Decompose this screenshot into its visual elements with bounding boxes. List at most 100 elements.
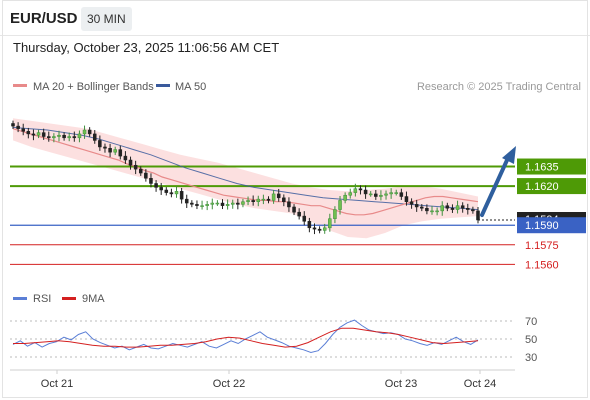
candle-body	[460, 205, 465, 209]
candle	[476, 206, 480, 224]
candle-body	[476, 210, 480, 221]
candle	[184, 194, 189, 208]
candle	[128, 156, 133, 170]
candle-body	[57, 134, 61, 137]
candle-body	[328, 218, 332, 229]
header-separator	[0, 35, 590, 36]
candle	[266, 196, 271, 204]
candle-body	[159, 187, 163, 191]
candle-body	[302, 215, 307, 222]
symbol-title: EUR/USD	[10, 10, 78, 27]
candle	[276, 188, 281, 202]
candle	[322, 223, 327, 234]
timestamp: Thursday, October 23, 2025 11:06:56 AM C…	[13, 40, 280, 55]
moving-averages	[12, 126, 479, 216]
candle	[36, 129, 41, 139]
candle	[409, 198, 414, 209]
candle	[215, 200, 220, 206]
candle	[236, 198, 240, 210]
level-label-1.1590: 1.1590	[517, 217, 586, 234]
candle	[159, 182, 163, 195]
candle	[471, 206, 475, 214]
candle	[72, 131, 77, 142]
rsi-ma-legend-label: 9MA	[82, 293, 105, 305]
price-levels	[10, 165, 515, 265]
ma20-legend-swatch	[13, 84, 27, 87]
candle	[26, 127, 31, 139]
candle-body	[31, 133, 36, 136]
candle-body	[307, 221, 312, 229]
candle	[123, 151, 128, 164]
candle	[445, 202, 450, 212]
candle	[307, 217, 312, 233]
candle-body	[118, 149, 123, 157]
candle-body	[425, 208, 429, 212]
candle-body	[343, 194, 347, 201]
candle	[246, 196, 250, 206]
candle	[292, 204, 296, 216]
candle-body	[16, 125, 20, 129]
candle-body	[420, 206, 424, 209]
level-label-1.1575: 1.1575	[525, 240, 559, 252]
level-label-text: 1.1620	[525, 181, 559, 193]
candle-body	[435, 210, 439, 213]
candle	[220, 199, 225, 210]
candle	[394, 189, 399, 196]
candle-body	[47, 136, 51, 139]
candle-body	[384, 193, 388, 196]
candle	[57, 130, 61, 142]
candle	[205, 200, 209, 211]
x-tick-label: Oct 24	[464, 378, 496, 390]
candle-body	[190, 202, 194, 205]
candle-body	[52, 136, 56, 139]
candle-body	[348, 192, 353, 196]
candle	[179, 187, 184, 204]
candle	[297, 208, 301, 220]
candle-body	[363, 189, 368, 195]
x-tick-label: Oct 21	[41, 378, 73, 390]
candle-body	[399, 192, 404, 197]
candle	[164, 187, 169, 196]
candle-body	[62, 134, 66, 139]
ma50-legend-label: MA 50	[175, 81, 206, 93]
candle	[261, 194, 266, 205]
credit-text: Research © 2025 Trading Central	[417, 81, 581, 93]
candle-body	[236, 202, 240, 205]
candle	[450, 204, 455, 213]
candle	[67, 132, 71, 142]
candle	[363, 185, 368, 199]
candle-body	[128, 159, 133, 166]
timeframe-badge[interactable]: 30 MIN	[81, 7, 132, 31]
level-label-1.1620: 1.1620	[517, 178, 586, 195]
candle	[358, 185, 363, 195]
candle	[414, 199, 419, 212]
rsi-gridlines: 70 50 30	[10, 316, 537, 364]
candles	[11, 120, 480, 235]
level-label-box	[517, 158, 586, 175]
candle-body	[103, 146, 107, 149]
candle-body	[266, 198, 271, 201]
candle	[404, 191, 409, 206]
candle-body	[374, 193, 378, 197]
candle-body	[287, 201, 291, 208]
candle	[425, 204, 429, 215]
candle	[420, 204, 424, 212]
candle	[190, 200, 194, 208]
candle-body	[225, 204, 230, 206]
rsi-tick-70: 70	[525, 316, 537, 328]
candle-body	[251, 200, 255, 202]
bollinger-band	[13, 118, 478, 239]
candle-body	[220, 202, 225, 206]
candle	[62, 132, 66, 141]
candle	[430, 205, 434, 215]
candle-body	[230, 202, 235, 205]
candle	[435, 207, 439, 216]
candle	[210, 198, 215, 210]
candle-body	[246, 200, 250, 202]
level-label-box	[517, 217, 586, 234]
level-label-text: 1.1590	[525, 220, 559, 232]
candle-body	[154, 183, 158, 188]
candle	[353, 183, 358, 197]
rsi-legend-swatch	[13, 297, 27, 300]
x-axis: Oct 21 Oct 22 Oct 23 Oct 24	[41, 370, 496, 390]
